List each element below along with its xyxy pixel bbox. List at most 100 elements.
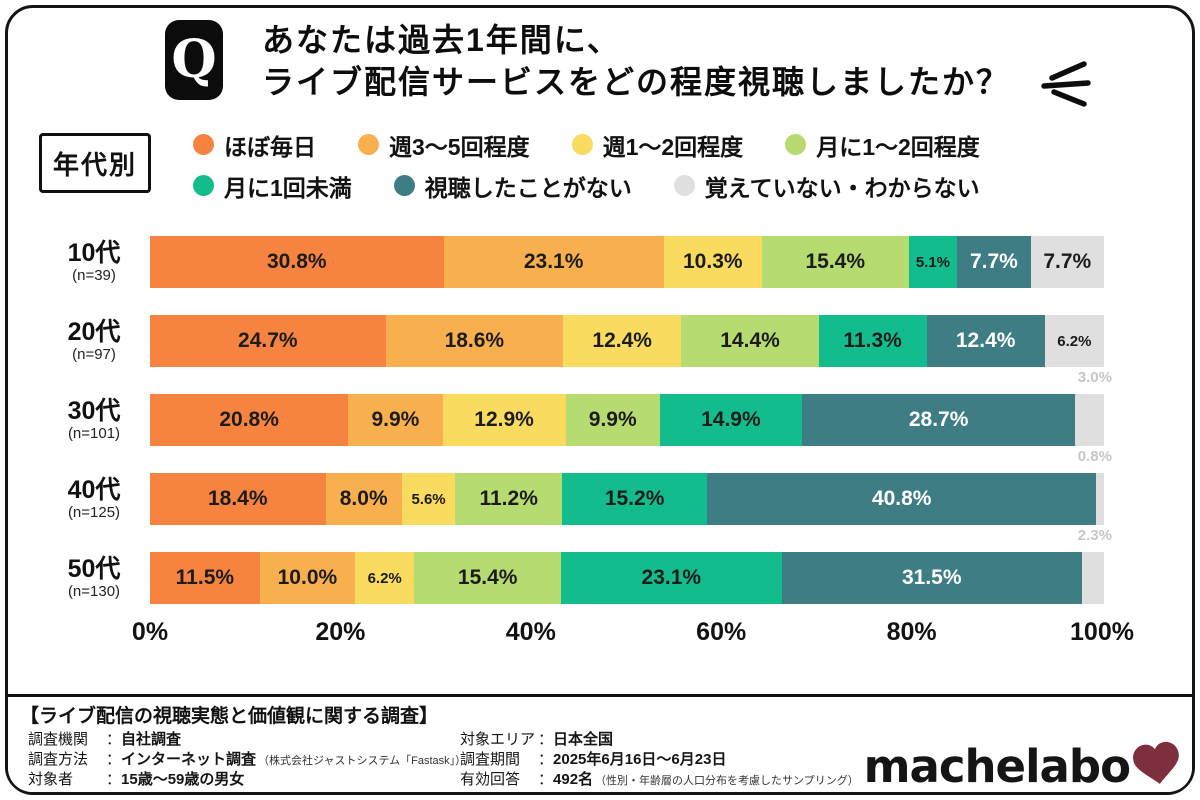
- segment-value: 20.8%: [219, 408, 279, 431]
- segment-value: 14.9%: [701, 408, 761, 431]
- row-label-n: (n=97): [72, 346, 116, 363]
- survey-info-row: 調査方法 ：インターネット調査 （株式会社ジャストシステム「Fastask」）: [28, 748, 466, 768]
- info-colon: ：: [538, 731, 554, 748]
- info-value: 自社調査: [121, 731, 182, 748]
- segment-value: 30.8%: [267, 250, 327, 273]
- info-label: 調査方法: [28, 751, 89, 768]
- segment-value: 14.4%: [720, 329, 780, 352]
- survey-info-row: 調査期間 ： 2025年6月16日〜6月23日: [460, 748, 859, 768]
- segment-value: 23.1%: [641, 566, 702, 589]
- infographic-card: Q あなたは過去1年間に、 ライブ配信サービスをどの程度視聴しましたか？ 年代別…: [5, 5, 1195, 795]
- info-value: 日本全国: [553, 731, 614, 748]
- segment-value: 24.7%: [238, 329, 298, 352]
- chart-row: 40代 (n=125) 18.4% 8.0% 5.6% 11.2% 15.2% 40.8% 0.…: [38, 448, 1112, 525]
- bar-segment: 10.0%: [259, 552, 356, 604]
- segment-value: 7.7%: [969, 250, 1018, 273]
- segment-value: 11.5%: [175, 566, 235, 589]
- stacked-bar: 18.4% 8.0% 5.6% 11.2% 15.2% 40.8% 0.8%: [150, 448, 1112, 525]
- info-value: 15歳〜59歳の男女: [121, 771, 245, 788]
- bar-segment: 28.7%: [801, 394, 1076, 446]
- x-tick-label: 0%: [131, 618, 169, 646]
- legend-label: 週1〜2回程度: [602, 133, 744, 160]
- bar-segment: 18.4%: [150, 473, 326, 525]
- info-label: 対象者: [28, 771, 74, 788]
- survey-title: 【ライブ配信の視聴実態と価値観に関する調査】: [20, 706, 439, 727]
- segment-value: 8.0%: [339, 487, 388, 510]
- segment-value: 9.9%: [588, 408, 637, 431]
- bar-segment: 10.3%: [663, 236, 762, 288]
- info-label: 対象エリア: [460, 731, 536, 748]
- emphasis-strokes-icon: [1041, 61, 1091, 107]
- survey-info-left: 調査機関：自社調査 調査方法：インターネット調査 （株式会社ジャストシステム「Fas…: [28, 728, 466, 788]
- info-value: インターネット調査: [121, 751, 257, 768]
- bar-segment: [1082, 552, 1104, 604]
- row-label-n: (n=130): [67, 583, 121, 600]
- legend: ほぼ毎日 週3〜5回程度 週1〜2回程度 月に1〜2回程度 月に1回未満 視聴したことが…: [193, 128, 980, 203]
- segment-value: 15.2%: [604, 487, 665, 510]
- bar-segment: [1075, 394, 1104, 446]
- survey-info-row: 調査機関 ：自社調査: [28, 728, 466, 748]
- bar-segment: 20.8%: [150, 394, 349, 446]
- row-label-n: (n=101): [67, 425, 121, 442]
- segment-value: 18.4%: [207, 487, 268, 510]
- segment-value: 15.4%: [805, 250, 866, 273]
- legend-item: 月に1回未満: [193, 169, 352, 203]
- segment-value: 12.4%: [592, 329, 652, 352]
- survey-info-right: 対象エリア：日本全国 調査期間： 2025年6月16日〜6月23日 有効回答： 492名…: [460, 728, 859, 788]
- bar-segment: 12.9%: [442, 394, 566, 446]
- logo: machelabo: [863, 739, 1180, 793]
- row-label-age: 30代: [67, 397, 121, 425]
- info-colon: ：: [538, 751, 554, 768]
- segment-value: 10.0%: [277, 566, 338, 589]
- legend-label: 月に1〜2回程度: [816, 133, 980, 160]
- segment-value: 5.6%: [411, 490, 446, 508]
- segment-value-outside: 3.0%: [1077, 369, 1112, 386]
- info-label: 有効回答: [460, 771, 521, 788]
- stacked-bar-chart: 10代 (n=39) 30.8% 23.1% 10.3% 15.4% 5.1% 7.7% 7.7…: [38, 236, 1112, 631]
- logo-text: machelabo: [863, 739, 1131, 793]
- legend-swatch-icon: [571, 134, 593, 155]
- question-title-line1: あなたは過去1年間に、: [262, 22, 621, 58]
- legend-item: ほぼ毎日: [193, 128, 316, 162]
- bar-segment: 14.4%: [681, 315, 819, 367]
- row-label: 40代 (n=125): [38, 477, 150, 522]
- legend-row-1: ほぼ毎日 週3〜5回程度 週1〜2回程度 月に1〜2回程度: [193, 128, 980, 162]
- segment-value: 40.8%: [871, 487, 932, 510]
- x-tick-label: 80%: [886, 618, 937, 646]
- row-label: 30代 (n=101): [38, 397, 150, 443]
- segment-value: 23.1%: [523, 250, 584, 273]
- chart-rows: 10代 (n=39) 30.8% 23.1% 10.3% 15.4% 5.1% 7.7% 7.7…: [38, 236, 1112, 604]
- footer: 【ライブ配信の視聴実態と価値観に関する調査】 調査機関：自社調査 調査方法：インタ…: [8, 694, 1192, 792]
- question-title: あなたは過去1年間に、 ライブ配信サービスをどの程度視聴しましたか？: [262, 19, 1010, 103]
- x-axis: 0% 20% 40% 60% 80% 100%: [132, 618, 1134, 652]
- segment-value: 6.2%: [1057, 332, 1092, 350]
- segment-value: 28.7%: [908, 408, 969, 431]
- segment-value: 11.3%: [843, 329, 902, 352]
- x-tick-label: 40%: [505, 618, 556, 646]
- segment-value-outside: 2.3%: [1077, 527, 1112, 544]
- bar-segment: 15.4%: [761, 236, 909, 288]
- segment-value: 18.6%: [444, 329, 505, 352]
- x-tick-label: 20%: [315, 618, 366, 646]
- bar-segment: 31.5%: [781, 552, 1082, 604]
- legend-item: 月に1〜2回程度: [785, 128, 980, 162]
- bar-segment: 24.7%: [150, 315, 386, 367]
- stacked-bar: 30.8% 23.1% 10.3% 15.4% 5.1% 7.7% 7.7%: [150, 236, 1104, 288]
- bar-segment: 9.9%: [565, 394, 660, 446]
- bar-segment: 6.2%: [1044, 315, 1104, 367]
- row-label: 50代 (n=130): [38, 556, 150, 601]
- age-group-label: 年代別: [39, 133, 151, 193]
- row-label-age: 10代: [67, 239, 121, 267]
- bar-segment: 11.5%: [150, 552, 260, 604]
- legend-item: 覚えていない・わからない: [673, 169, 980, 203]
- question-title-line2: ライブ配信サービスをどの程度視聴しましたか？: [262, 64, 1011, 100]
- row-label-n: (n=125): [67, 504, 121, 521]
- segment-value: 15.4%: [457, 566, 518, 589]
- x-tick-label: 100%: [1070, 618, 1134, 646]
- bar-segment: 18.6%: [385, 315, 564, 367]
- info-note: （株式会社ジャストシステム「Fastask」）: [258, 755, 467, 767]
- legend-row-2: 月に1回未満 視聴したことがない 覚えていない・わからない: [193, 169, 980, 203]
- q-badge: Q: [165, 20, 223, 100]
- row-label: 10代 (n=39): [38, 239, 150, 285]
- x-tick-label: 60%: [696, 618, 747, 646]
